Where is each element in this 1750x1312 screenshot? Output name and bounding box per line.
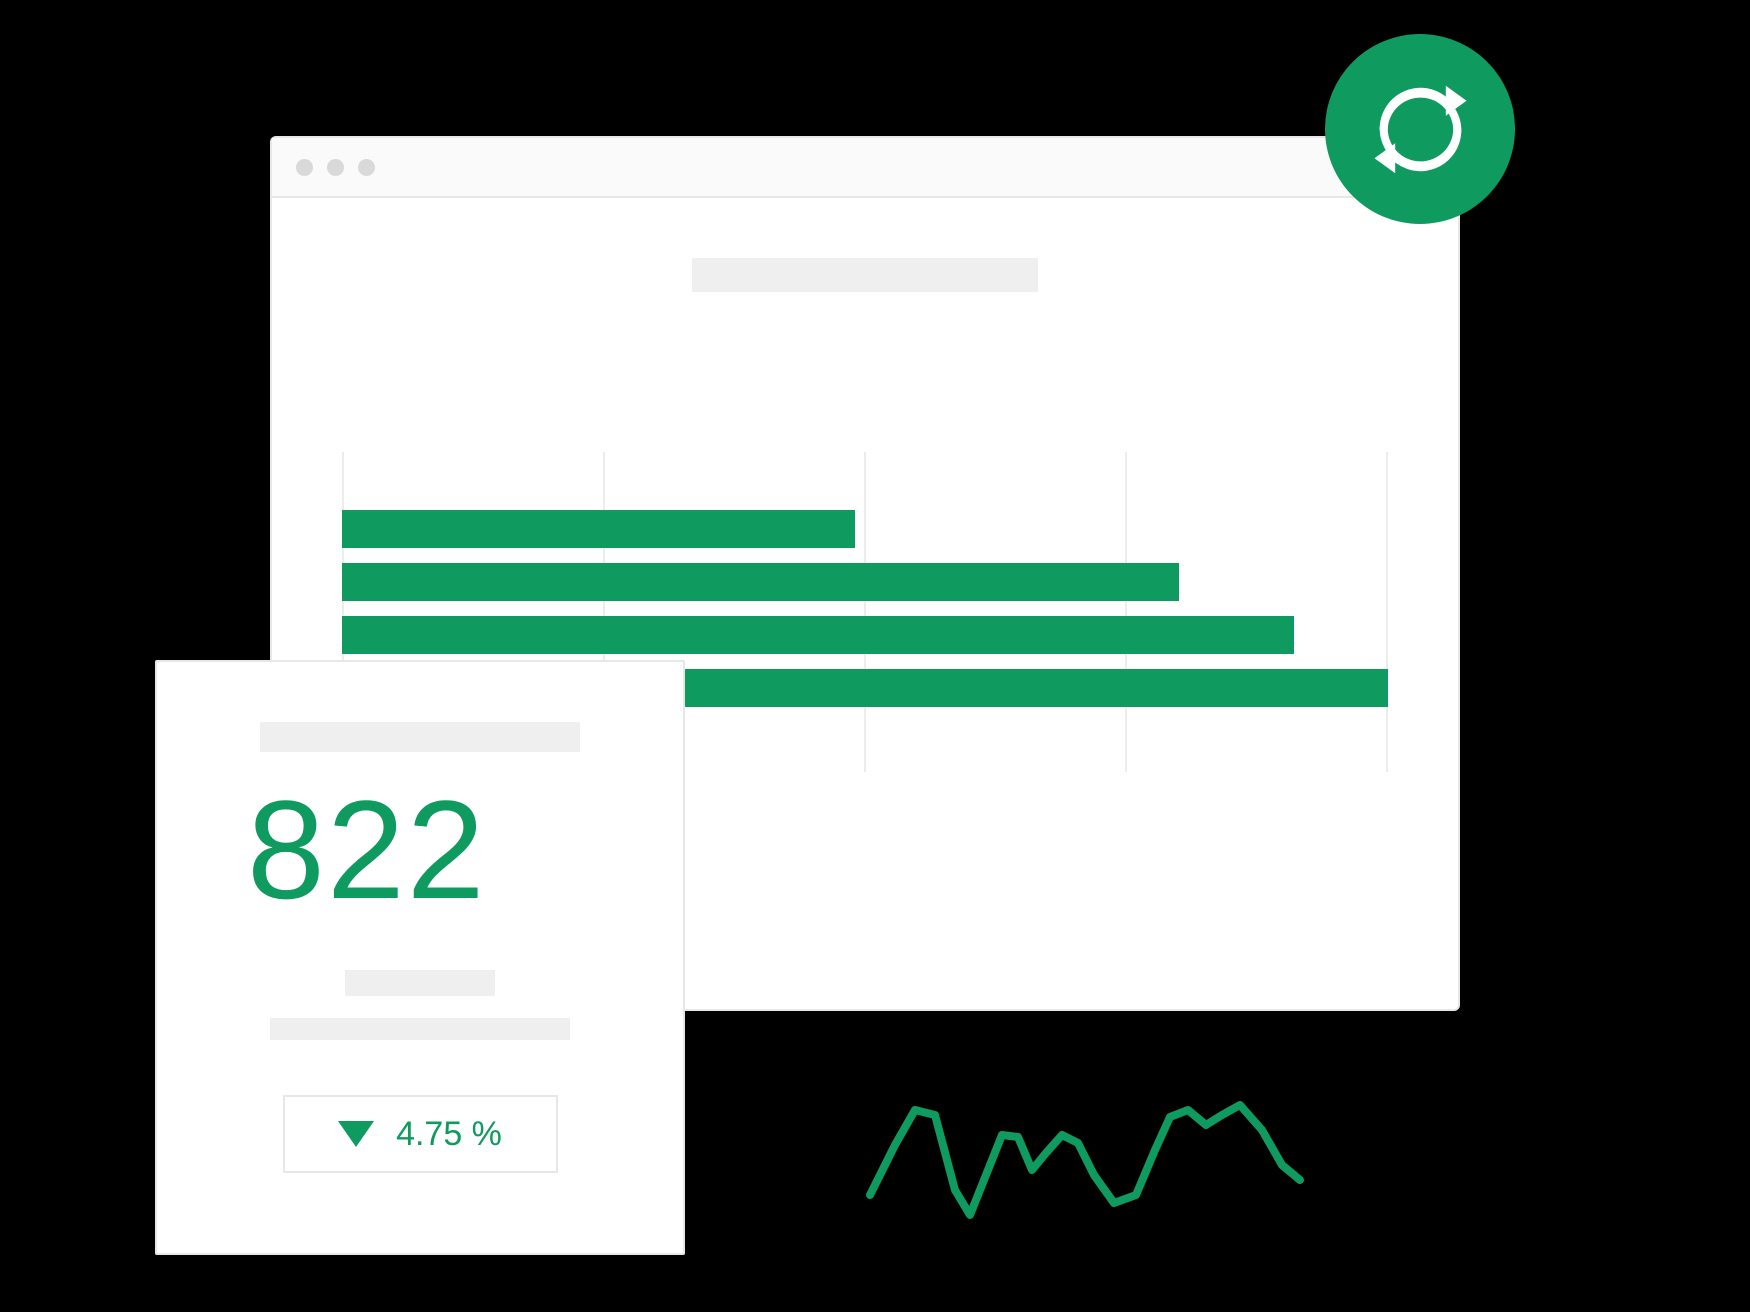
- metric-description-placeholder: [270, 1018, 570, 1040]
- metric-delta-value: 4.75 %: [396, 1115, 502, 1154]
- metric-card: 822 4.75 %: [155, 660, 685, 1255]
- metric-value: 822: [247, 780, 487, 920]
- traffic-light-minimize[interactable]: [327, 159, 344, 176]
- traffic-light-zoom[interactable]: [358, 159, 375, 176]
- window-titlebar: [272, 138, 1458, 198]
- chart-title-placeholder: [692, 258, 1037, 292]
- refresh-badge[interactable]: [1325, 34, 1515, 224]
- traffic-light-close[interactable]: [296, 159, 313, 176]
- trend-down-icon: [338, 1121, 374, 1147]
- sparkline-svg: [870, 1075, 1300, 1225]
- metric-title-placeholder: [260, 722, 580, 752]
- metric-delta: 4.75 %: [283, 1095, 558, 1173]
- refresh-icon: [1363, 72, 1478, 187]
- chart-bar: [342, 616, 1294, 654]
- metric-subtitle-placeholder: [345, 970, 495, 996]
- chart-bar: [342, 510, 855, 548]
- chart-bar: [342, 563, 1179, 601]
- sparkline-chart: [870, 1075, 1300, 1225]
